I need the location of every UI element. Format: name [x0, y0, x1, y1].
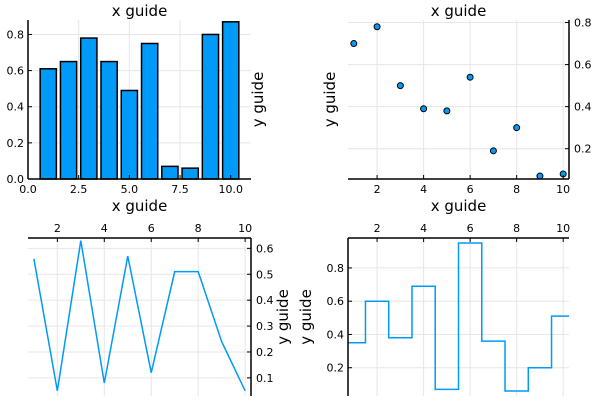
- y-tick-label: 0.2: [327, 362, 345, 375]
- y-tick-label: 0.8: [574, 17, 592, 30]
- bar-9: [201, 33, 220, 180]
- scatter-point-3: [396, 82, 404, 90]
- y-axis-label: y guide: [274, 289, 292, 345]
- line-chart-panel: 2 4 6 8 10 0.1 0.2 0.3 0.4 0.5 0.6 x guide y guide: [28, 197, 292, 396]
- y-tick-label: 0.6: [7, 65, 25, 78]
- bar-5: [120, 89, 139, 180]
- x-tick-label: 6: [467, 183, 474, 196]
- y-tick-label: 0.3: [256, 320, 274, 333]
- chart-title: x guide: [431, 2, 487, 20]
- line-series: [33, 240, 246, 392]
- y-tick-label: 0.6: [256, 242, 274, 255]
- x-tick-label: 8: [195, 222, 202, 235]
- scatter-point-7: [489, 147, 497, 155]
- y-tick-label: 0.2: [256, 346, 274, 359]
- y-axis-label: y guide: [297, 289, 315, 345]
- bar-4: [100, 60, 118, 180]
- bar-6: [140, 42, 159, 180]
- y-tick-label: 0.0: [7, 173, 25, 186]
- x-tick-label: 4: [420, 222, 427, 235]
- y-axis-label: y guide: [321, 72, 339, 128]
- chart-title: x guide: [112, 2, 168, 20]
- x-tick-label: 2.5: [70, 183, 88, 196]
- y-tick-label: 0.8: [327, 262, 345, 275]
- x-tick-label: 4: [101, 222, 108, 235]
- bar-3: [79, 37, 98, 180]
- x-tick-label: 2: [54, 222, 61, 235]
- y-tick-label: 0.5: [256, 268, 274, 281]
- x-tick-label: 6: [148, 222, 155, 235]
- y-tick-label: 0.4: [7, 101, 25, 114]
- x-tick-label: 2: [374, 222, 381, 235]
- bar-2: [59, 60, 78, 180]
- scatter-point-8: [513, 124, 521, 132]
- x-tick-label: 6: [467, 222, 474, 235]
- x-tick-label: 4: [420, 183, 427, 196]
- scatter-point-9: [536, 172, 544, 180]
- x-tick-label: 7.5: [171, 183, 189, 196]
- x-tick-label: 0.0: [19, 183, 37, 196]
- x-tick-label: 10: [556, 183, 570, 196]
- x-tick-label: 8: [513, 183, 520, 196]
- x-axis-label: x guide: [431, 197, 487, 215]
- bar-10: [221, 21, 240, 180]
- step-series: [348, 242, 569, 392]
- scatter-point-6: [466, 73, 474, 81]
- x-tick-label: 10: [238, 222, 252, 235]
- step-chart-panel: 2 4 6 8 10 0.2 0.4 0.6 0.8 x guide y guide: [297, 197, 570, 396]
- y-axis-label: y guide: [249, 72, 267, 128]
- x-tick-label: 2: [374, 183, 381, 196]
- x-tick-label: 8: [513, 222, 520, 235]
- y-tick-label: 0.4: [256, 294, 274, 307]
- y-tick-label: 0.2: [574, 143, 592, 156]
- y-tick-label: 0.1: [256, 372, 274, 385]
- scatter-point-5: [443, 107, 451, 115]
- scatter-chart-panel: 2 4 6 8 10 0.2 0.4 0.6 0.8 x guide y guide: [321, 2, 592, 196]
- x-tick-label: 10.0: [218, 183, 243, 196]
- scatter-point-1: [350, 40, 358, 48]
- y-tick-label: 0.6: [327, 295, 345, 308]
- y-tick-label: 0.6: [574, 59, 592, 72]
- y-tick-label: 0.8: [7, 28, 25, 41]
- scatter-point-4: [420, 105, 428, 113]
- bar-1: [39, 68, 58, 180]
- bar-7: [161, 165, 179, 180]
- y-tick-label: 0.4: [327, 328, 345, 341]
- x-tick-label: 10: [556, 222, 570, 235]
- x-tick-label: 5.0: [121, 183, 139, 196]
- x-axis-label: x guide: [112, 197, 168, 215]
- bar-chart-panel: 0.0 2.5 5.0 7.5 10.0 0.0 0.2 0.4 0.6 0.8 x guide y …: [7, 2, 268, 196]
- scatter-point-2: [373, 23, 381, 31]
- y-tick-label: 0.2: [7, 137, 25, 150]
- y-tick-label: 0.4: [574, 101, 592, 114]
- bar-8: [181, 167, 200, 180]
